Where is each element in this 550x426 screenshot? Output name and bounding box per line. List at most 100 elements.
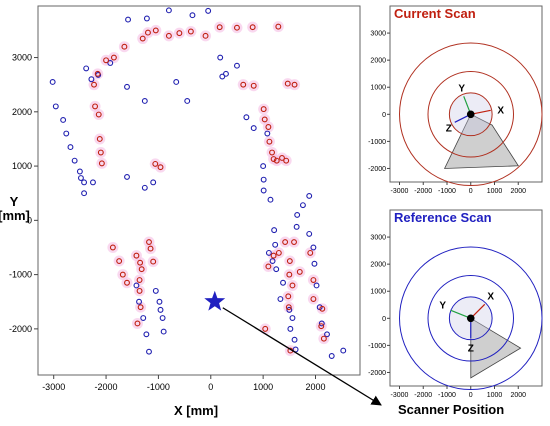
panel-y-tick-label: -2000 <box>368 370 386 377</box>
blue-scan-point <box>271 227 278 234</box>
blue-scan-point <box>313 282 320 289</box>
blue-scan-point <box>243 114 250 121</box>
red-scan-point <box>124 279 130 286</box>
red-scan-point <box>270 252 277 259</box>
red-scan-point <box>286 258 293 264</box>
red-point-halo <box>289 79 301 91</box>
panel-x-tick-label: 1000 <box>487 392 503 399</box>
red-scan-point <box>119 271 126 278</box>
blue-scan-point <box>165 7 172 14</box>
red-point-halo <box>173 27 185 39</box>
main-y-tick-label: 3000 <box>12 53 32 63</box>
blue-scan-point <box>299 202 306 209</box>
main-x-tick-label: 0 <box>208 382 213 392</box>
red-point-halo <box>263 136 275 148</box>
red-scan-point <box>110 54 117 61</box>
red-scan-point <box>116 258 123 264</box>
red-scan-point <box>137 259 144 266</box>
red-scan-point <box>283 157 290 164</box>
scanner-position-label: Scanner Position <box>398 402 504 417</box>
red-scan-point <box>133 252 140 259</box>
panel-y-tick-label: -1000 <box>368 343 386 350</box>
red-point-halo <box>237 79 249 91</box>
range-ring <box>399 246 543 391</box>
blue-scan-point <box>71 157 78 164</box>
red-point-halo <box>304 247 316 259</box>
blue-scan-point <box>160 328 167 335</box>
blue-scan-point <box>90 179 96 186</box>
blue-scan-point <box>273 266 280 273</box>
red-point-halo <box>93 109 105 121</box>
blue-scan-point <box>77 175 84 181</box>
red-scan-point <box>249 24 256 31</box>
red-scan-point <box>94 70 101 77</box>
red-point-halo <box>316 303 328 315</box>
blue-scan-point <box>289 315 296 321</box>
red-scan-point <box>291 239 297 246</box>
blue-scan-point <box>81 179 88 186</box>
blue-scan-point <box>260 163 267 170</box>
red-point-halo <box>108 52 120 64</box>
blue-scan-point <box>67 144 74 151</box>
red-scan-point <box>157 164 164 171</box>
field-of-view-wedge <box>443 113 520 169</box>
blue-scan-point <box>272 241 279 248</box>
red-scan-point <box>147 245 154 252</box>
main-y-tick-label: -1000 <box>9 270 32 280</box>
reference-x-tick-labels: -3000 -2000 -1000 0 1000 2000 <box>391 386 526 399</box>
scanner-position-arrow <box>222 307 382 406</box>
red-scan-point <box>310 277 317 283</box>
blue-scan-point <box>76 168 83 175</box>
reference-scan-frame <box>389 209 543 387</box>
red-point-halo <box>262 260 274 272</box>
blue-scan-point <box>143 15 150 22</box>
panel-y-tick-label: 1000 <box>370 289 386 296</box>
red-point-halo <box>280 155 292 167</box>
red-scan-point <box>250 82 257 89</box>
blue-scan-point <box>189 12 196 19</box>
red-point-halo <box>163 30 175 42</box>
red-point-halo <box>121 277 133 289</box>
red-point-halo <box>318 333 330 345</box>
red-point-halo <box>145 243 157 255</box>
current-scan-content: X Y Z <box>399 42 543 187</box>
red-scan-point <box>136 287 143 294</box>
red-scan-point <box>216 24 223 31</box>
panel-y-tick-label: 3000 <box>370 235 386 242</box>
red-point-halo <box>113 255 125 267</box>
panel-x-tick-label: -2000 <box>414 392 432 399</box>
red-scan-point <box>150 258 157 265</box>
main-plot-frame <box>37 5 361 376</box>
blue-scan-point <box>133 282 140 289</box>
red-point-halo <box>284 255 296 267</box>
blue-scan-point <box>328 353 335 359</box>
red-scan-point <box>261 116 268 123</box>
main-x-tick-label: -3000 <box>42 382 65 392</box>
blue-scan-point <box>306 192 313 199</box>
reference-scan-panel: X Y Z Reference Scan -3000 -2000 -1000 0 1000 2… <box>368 209 543 399</box>
red-scan-point <box>266 138 273 145</box>
panel-x-tick-label: 1000 <box>487 188 503 195</box>
red-point-halo <box>258 103 270 115</box>
red-scan-point <box>318 323 325 330</box>
red-point-halo <box>200 30 212 42</box>
red-scan-point <box>269 149 275 156</box>
red-scan-point <box>234 24 240 31</box>
blue-scan-point <box>293 223 300 230</box>
red-point-halo <box>134 274 146 286</box>
blue-scan-point <box>340 347 347 354</box>
blue-scan-point <box>250 125 257 132</box>
red-point-halo <box>96 157 108 169</box>
blue-scan-point <box>223 70 229 77</box>
blue-scan-point <box>157 306 164 313</box>
current-y-tick-labels: -2000 -1000 0 1000 2000 3000 <box>368 31 390 173</box>
red-scan-point <box>279 154 285 161</box>
red-point-halo <box>231 22 243 34</box>
panel-y-tick-label: 0 <box>382 316 386 323</box>
red-scan-point <box>270 156 277 162</box>
current-scan-title: Current Scan <box>394 6 476 21</box>
red-scan-point <box>145 29 151 36</box>
scanner-origin <box>466 314 475 323</box>
red-scan-point <box>286 271 293 278</box>
blue-scan-point <box>324 331 330 338</box>
